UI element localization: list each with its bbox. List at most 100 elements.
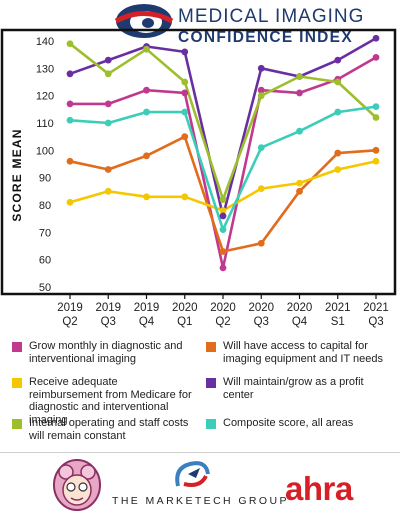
data-point bbox=[104, 187, 112, 195]
x-tick-label: Q2 bbox=[62, 316, 77, 328]
data-point bbox=[296, 179, 303, 187]
data-point bbox=[143, 108, 150, 116]
data-point bbox=[334, 108, 342, 116]
data-point bbox=[66, 116, 74, 124]
x-tick-label: Q4 bbox=[139, 316, 155, 328]
data-point bbox=[219, 264, 227, 272]
x-tick-label: Q4 bbox=[292, 316, 308, 328]
data-point bbox=[104, 166, 112, 173]
legend-swatch bbox=[12, 419, 22, 429]
x-tick-label: Q2 bbox=[215, 316, 230, 328]
data-point bbox=[257, 144, 265, 152]
legend-swatch bbox=[206, 419, 216, 429]
data-point bbox=[372, 103, 380, 110]
data-point bbox=[219, 207, 227, 214]
data-point bbox=[372, 157, 380, 165]
x-tick-label: 2019 bbox=[57, 302, 83, 314]
data-point bbox=[219, 212, 227, 220]
data-point bbox=[334, 56, 342, 64]
ahra-logo-wordmark: ahra bbox=[285, 470, 353, 507]
y-tick-label: 90 bbox=[39, 173, 51, 185]
data-point bbox=[334, 166, 342, 173]
legend-label: Grow monthly in diagnostic and intervent… bbox=[29, 340, 183, 365]
mascot-logo-icon bbox=[53, 459, 101, 511]
data-point bbox=[181, 108, 189, 116]
x-tick-label: 2020 bbox=[210, 302, 236, 314]
data-point bbox=[143, 152, 150, 160]
x-tick-label: 2021 bbox=[363, 302, 389, 314]
data-point bbox=[181, 48, 189, 56]
y-tick-label: 130 bbox=[36, 63, 54, 75]
y-axis-label: SCORE MEAN bbox=[10, 128, 24, 221]
data-point bbox=[181, 193, 189, 201]
data-point bbox=[334, 78, 342, 86]
x-tick-label: 2020 bbox=[248, 302, 274, 314]
plot-frame bbox=[0, 28, 397, 296]
series-line bbox=[68, 36, 378, 218]
data-point bbox=[219, 196, 227, 203]
data-point bbox=[257, 92, 265, 100]
series-line bbox=[68, 160, 378, 212]
data-point bbox=[257, 86, 265, 94]
marketech-wordmark: THE MARKETECH GROUP bbox=[112, 495, 289, 507]
y-tick-label: 120 bbox=[36, 91, 54, 103]
legend-swatch bbox=[12, 342, 22, 352]
data-point bbox=[104, 56, 112, 64]
y-tick-label: 140 bbox=[36, 36, 54, 48]
x-tick-label: Q3 bbox=[101, 316, 116, 328]
data-point bbox=[257, 185, 265, 193]
header-title: MEDICAL IMAGING bbox=[178, 6, 365, 27]
legend-label: Internal operating and staff costs will … bbox=[29, 417, 189, 442]
data-point bbox=[296, 73, 303, 80]
y-tick-label: 110 bbox=[36, 118, 54, 130]
data-point bbox=[181, 78, 189, 86]
y-tick-label: 60 bbox=[39, 255, 51, 267]
data-point bbox=[143, 193, 150, 201]
legend-label: Composite score, all areas bbox=[223, 417, 354, 429]
legend-label: Will have access to capital for imaging … bbox=[223, 340, 384, 365]
data-point bbox=[257, 64, 265, 72]
legend-swatch bbox=[206, 342, 216, 352]
y-tick-label: 70 bbox=[39, 227, 51, 239]
legend-label: Will maintain/grow as a profit center bbox=[223, 376, 364, 401]
legend-label: Receive adequate reimbursement from Medi… bbox=[29, 376, 192, 426]
data-point bbox=[181, 133, 189, 141]
data-point bbox=[296, 187, 303, 195]
data-point bbox=[66, 40, 74, 48]
series-line bbox=[68, 135, 378, 253]
footer-divider bbox=[0, 452, 400, 453]
data-point bbox=[257, 239, 265, 247]
data-point bbox=[372, 114, 380, 121]
data-point bbox=[296, 89, 303, 97]
data-point bbox=[372, 54, 380, 61]
data-point bbox=[296, 127, 303, 135]
x-tick-label: 2020 bbox=[172, 302, 198, 314]
data-point bbox=[372, 34, 380, 42]
x-tick-label: 2020 bbox=[287, 302, 313, 314]
data-point bbox=[66, 198, 74, 206]
x-tick-label: Q3 bbox=[368, 316, 383, 328]
legend-swatch bbox=[12, 378, 22, 388]
data-point bbox=[104, 70, 112, 78]
x-tick-label: S1 bbox=[331, 316, 345, 328]
data-point bbox=[66, 100, 74, 108]
y-tick-label: 80 bbox=[39, 200, 51, 212]
data-point bbox=[219, 226, 227, 234]
x-tick-label: Q1 bbox=[177, 316, 192, 328]
legend-swatch bbox=[206, 378, 216, 388]
x-tick-label: 2021 bbox=[325, 302, 351, 314]
marketech-logo-icon bbox=[175, 461, 210, 487]
data-point bbox=[104, 100, 112, 108]
data-point bbox=[66, 70, 74, 78]
data-point bbox=[219, 248, 227, 255]
y-tick-label: 100 bbox=[36, 145, 54, 157]
data-point bbox=[181, 89, 189, 97]
data-point bbox=[104, 119, 112, 127]
data-point bbox=[143, 86, 150, 94]
data-point bbox=[372, 146, 380, 154]
series-line bbox=[68, 56, 378, 270]
data-point bbox=[143, 45, 150, 53]
data-point bbox=[66, 157, 74, 165]
x-tick-label: 2019 bbox=[134, 302, 160, 314]
